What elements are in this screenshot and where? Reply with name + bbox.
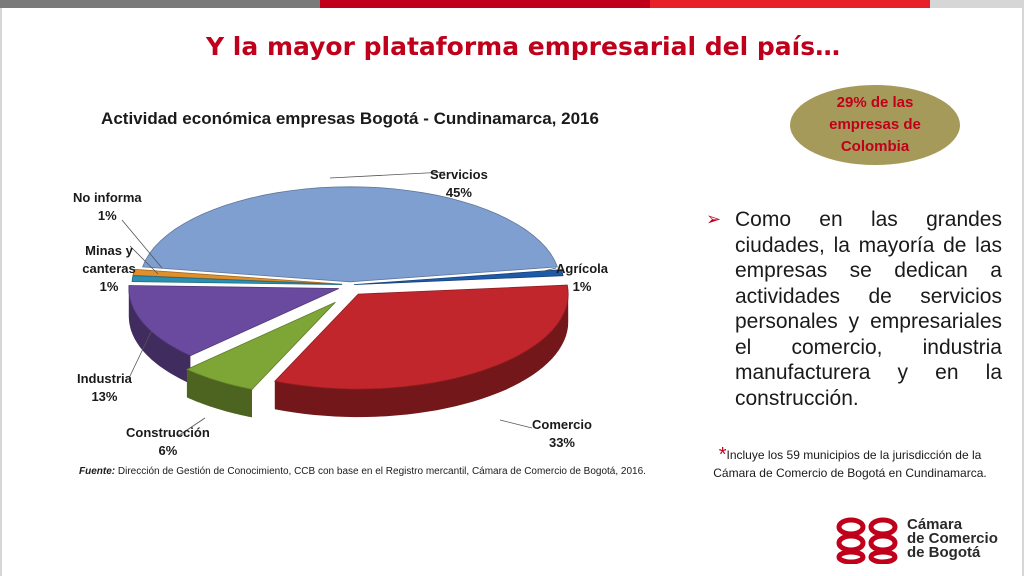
- label-agricola-value: 1%: [572, 279, 592, 294]
- frame-left: [0, 8, 2, 576]
- slice-construccion-wall: [186, 369, 252, 418]
- slice-agricola-top: [353, 269, 564, 285]
- label-agricola: Agrícola 1%: [556, 260, 608, 296]
- slice-construccion: [185, 301, 336, 418]
- slice-comercio-top: [274, 284, 569, 390]
- footnote-text: Incluye los 59 municipios de la jurisdic…: [713, 448, 987, 480]
- label-servicios-name: Servicios: [430, 167, 488, 182]
- logo-line-1: Cámara: [907, 516, 963, 533]
- label-comercio: Comercio 33%: [532, 416, 592, 452]
- label-industria-value: 13%: [91, 389, 118, 404]
- slice-no-informa-top: [132, 268, 343, 285]
- footnote: *Incluye los 59 municipios de la jurisdi…: [700, 444, 1000, 482]
- label-industria: Industria 13%: [77, 370, 132, 406]
- bullet-text: Como en las grandes ciudades, la mayoría…: [735, 208, 1002, 410]
- topbar-gray: [0, 0, 320, 8]
- label-servicios: Servicios 45%: [430, 166, 488, 202]
- arrow-bullet-icon: ➢: [706, 209, 722, 229]
- leader-line-4: [177, 417, 206, 437]
- slice-industria-top: [128, 285, 339, 357]
- leader-line-6: [129, 245, 159, 275]
- label-construccion-value: 6%: [158, 443, 178, 458]
- label-minas-value: 1%: [99, 279, 119, 294]
- source-label: Fuente:: [79, 466, 116, 477]
- label-no-informa: No informa 1%: [73, 189, 142, 225]
- label-minas: Minas y canteras 1%: [80, 242, 138, 296]
- source-text: Dirección de Gestión de Conocimiento, CC…: [115, 466, 646, 477]
- frame-right: [1022, 8, 1024, 576]
- label-comercio-value: 33%: [548, 435, 575, 450]
- leader-line-3: [499, 419, 533, 429]
- label-industria-name: Industria: [77, 371, 132, 386]
- slice-construccion-top: [185, 301, 336, 390]
- chart-title: Actividad económica empresas Bogotá - Cu…: [101, 109, 599, 128]
- logo-line-3: de Bogotá: [907, 544, 981, 561]
- leader-line-5: [129, 329, 153, 377]
- label-minas-name: Minas y canteras: [82, 243, 136, 276]
- label-no-informa-name: No informa: [73, 190, 142, 205]
- label-construccion: Construcción 6%: [126, 424, 210, 460]
- topbar-darkred: [320, 0, 650, 8]
- label-comercio-name: Comercio: [532, 417, 592, 432]
- logo-line-2: de Comercio: [907, 530, 998, 547]
- ccb-logo-icon: [836, 517, 898, 564]
- label-no-informa-value: 1%: [97, 208, 117, 223]
- share-badge: 29% de las empresas de Colombia: [790, 85, 960, 165]
- label-construccion-name: Construcción: [126, 425, 210, 440]
- footnote-star: *: [718, 444, 727, 466]
- slice-minas-top: [131, 275, 343, 285]
- label-servicios-value: 45%: [445, 185, 472, 200]
- leader-line-7: [121, 219, 163, 269]
- slice-agricola: [353, 269, 564, 285]
- leader-line-2: [539, 267, 557, 273]
- share-badge-text: 29% de las empresas de Colombia: [829, 94, 921, 155]
- label-agricola-name: Agrícola: [556, 261, 609, 276]
- slide-title: Y la mayor plataforma empresarial del pa…: [206, 32, 841, 61]
- bullet-paragraph: ➢ Como en las grandes ciudades, la mayor…: [706, 207, 1002, 411]
- topbar-red: [650, 0, 930, 8]
- slice-industria: [128, 285, 339, 384]
- topbar-light: [930, 0, 1024, 8]
- slice-industria-wall: [128, 288, 191, 384]
- ccb-logo-text: Cámara de Comercio de Bogotá: [907, 516, 998, 561]
- slice-comercio-wall: [274, 294, 569, 418]
- slice-comercio: [274, 284, 569, 418]
- slice-minas: [131, 275, 343, 285]
- slice-servicios-top: [142, 186, 558, 283]
- slice-servicios: [142, 186, 558, 283]
- pie-chart: [121, 171, 569, 437]
- top-accent-bar: [0, 0, 1024, 8]
- slice-no-informa: [132, 268, 343, 285]
- leader-line-1: [329, 171, 446, 179]
- source-note: Fuente: Dirección de Gestión de Conocimi…: [79, 465, 646, 479]
